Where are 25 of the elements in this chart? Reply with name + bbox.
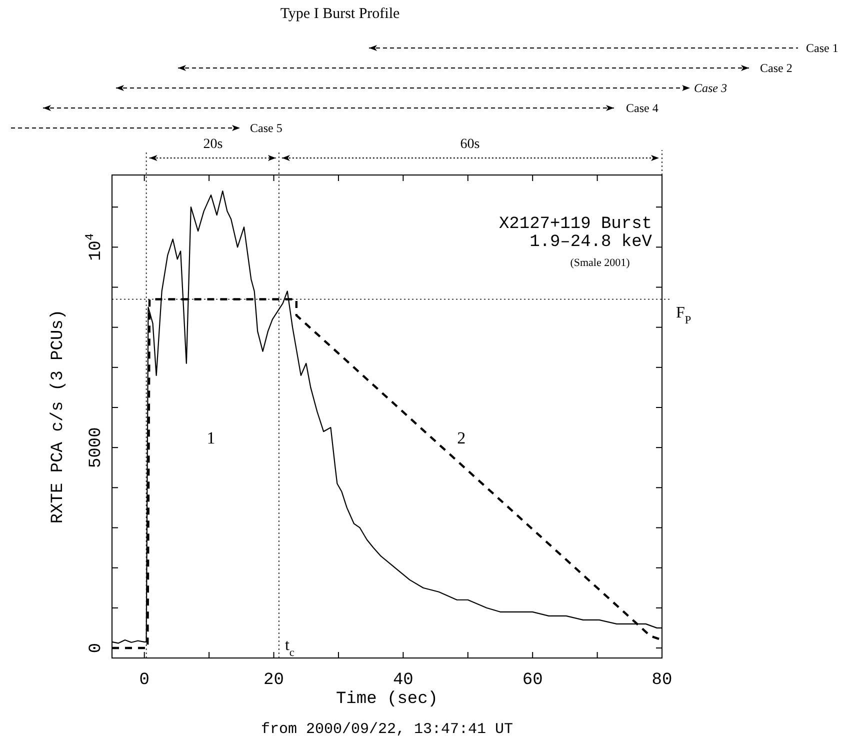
x-axis-title: Time (sec) xyxy=(336,690,438,709)
y-tick-label: 5000 xyxy=(87,427,106,468)
x-tick-label: 0 xyxy=(139,671,150,690)
text: Case 4 xyxy=(626,101,658,115)
annotation: 1 xyxy=(206,428,216,448)
x-tick-label: 60 xyxy=(522,671,543,690)
chart-title: Type I Burst Profile xyxy=(280,6,400,22)
y-tick-label: 0 xyxy=(87,642,106,654)
ref-line-label: t$_{c}$ xyxy=(284,637,294,659)
text: Case 2 xyxy=(760,61,792,75)
x-tick-label: 40 xyxy=(392,671,414,690)
text: 20s xyxy=(203,137,223,152)
text: Case 3 xyxy=(694,81,727,95)
annotation: 2 xyxy=(457,428,466,448)
text: Case 1 xyxy=(806,41,838,55)
x-tick-label: 20 xyxy=(264,671,284,690)
annotation: (Smale 2001) xyxy=(570,257,630,269)
text: Case 5 xyxy=(250,121,282,135)
annotation: X2127+119 Burst xyxy=(498,215,652,234)
ref-line-label: F$_{P}$ xyxy=(676,304,692,326)
x-tick-label: 80 xyxy=(652,671,672,690)
text: 60s xyxy=(460,137,480,152)
y-axis-title: RXTE PCA c/s (3 PCUs) xyxy=(49,309,68,524)
annotation: 1.9–24.8 keV xyxy=(530,233,653,252)
text: from 2000/09/22, 13:47:41 UT xyxy=(260,721,514,738)
